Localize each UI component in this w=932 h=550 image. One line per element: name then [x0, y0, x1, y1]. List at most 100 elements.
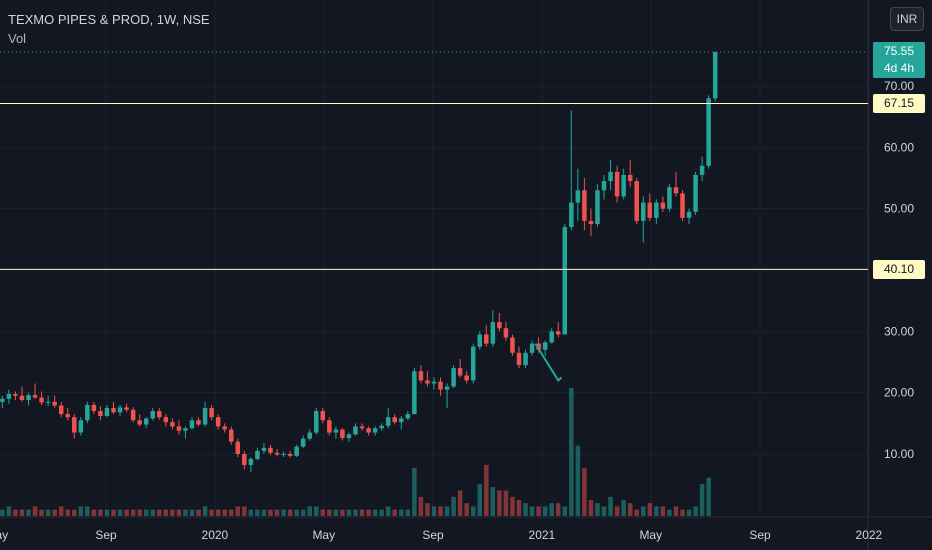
- candle-body: [405, 414, 411, 419]
- volume-bar: [470, 506, 476, 516]
- candle-body: [124, 407, 129, 410]
- candle-body: [104, 408, 110, 416]
- candle-body: [196, 420, 201, 425]
- candle-body: [667, 187, 672, 209]
- volume-bar: [268, 509, 273, 516]
- volume-bar: [647, 503, 653, 516]
- volume-bar: [621, 500, 626, 516]
- hline-price-tag-67: 67.15: [873, 94, 925, 113]
- volume-bar: [680, 509, 685, 516]
- candle-body: [503, 328, 509, 338]
- volume-bar: [32, 506, 38, 516]
- volume-bar: [137, 509, 142, 516]
- candle-body: [569, 202, 574, 228]
- volume-bar: [549, 503, 554, 516]
- candle-body: [137, 420, 142, 425]
- candle-body: [91, 404, 97, 412]
- volume-bar: [686, 509, 692, 516]
- candle-body: [235, 441, 241, 454]
- candle-body: [183, 428, 188, 431]
- volume-bar: [19, 509, 25, 516]
- x-tick-label: 2021: [529, 528, 556, 542]
- x-tick-label: 2022: [856, 528, 883, 542]
- volume-bar: [706, 477, 711, 516]
- volume-bar: [457, 490, 463, 516]
- candle-body: [497, 322, 502, 329]
- candlesticks: [0, 51, 718, 473]
- volume-bar: [405, 509, 411, 516]
- candle-body: [300, 438, 306, 447]
- candle-body: [412, 371, 417, 415]
- volume-bar: [91, 509, 97, 516]
- candle-body: [150, 411, 156, 419]
- chart-legend: TEXMO PIPES & PROD, 1W, NSE Vol: [8, 10, 210, 48]
- volume-bar: [438, 506, 443, 516]
- candle-body: [32, 395, 38, 398]
- volume-bar: [320, 509, 326, 516]
- volume-bar: [45, 509, 51, 516]
- candle-body: [39, 397, 44, 403]
- volume-bar: [222, 509, 227, 516]
- last-price-value: 75.55: [883, 44, 915, 58]
- volume-bar: [150, 509, 156, 516]
- candle-body: [333, 429, 339, 433]
- candle-body: [536, 343, 541, 350]
- volume-bar: [274, 509, 280, 516]
- bar-countdown: 4d 4h: [883, 61, 915, 75]
- volume-bar: [228, 509, 234, 516]
- volume-bar: [104, 509, 110, 516]
- candle-body: [457, 368, 463, 376]
- volume-bar: [634, 509, 639, 516]
- candle-body: [484, 334, 489, 344]
- volume-label[interactable]: Vol: [8, 31, 27, 46]
- volume-bar: [143, 509, 149, 516]
- candle-body: [516, 352, 522, 366]
- candle-body: [438, 381, 443, 390]
- candle-body: [647, 202, 653, 218]
- candle-body: [444, 386, 450, 390]
- candle-body: [72, 417, 77, 433]
- candle-body: [222, 426, 227, 430]
- y-tick-label: 30.00: [884, 324, 914, 338]
- candle-body: [588, 220, 594, 225]
- volume-bar: [340, 509, 345, 516]
- candle-body: [6, 393, 12, 399]
- candle-body: [366, 428, 371, 433]
- trend-annotation: [534, 343, 563, 382]
- candle-body: [320, 411, 326, 421]
- volume-bar: [575, 445, 581, 516]
- volume-bar: [130, 509, 136, 516]
- horizontal-lines[interactable]: [0, 51, 868, 270]
- candle-body: [202, 408, 208, 425]
- volume-bar: [693, 506, 698, 516]
- volume-bar: [588, 500, 594, 516]
- volume-bar: [542, 506, 548, 516]
- volume-bar: [189, 509, 195, 516]
- volume-bar: [124, 509, 129, 516]
- volume-bar: [353, 509, 358, 516]
- volume-bar: [26, 509, 31, 516]
- volume-bar: [699, 484, 705, 516]
- volume-bar: [379, 509, 384, 516]
- volume-bar: [431, 506, 437, 516]
- symbol-title[interactable]: TEXMO PIPES & PROD, 1W, NSE: [8, 12, 210, 27]
- candle-body: [268, 447, 273, 453]
- x-tick-label: May: [639, 528, 662, 542]
- volume-bar: [372, 509, 378, 516]
- candle-body: [510, 337, 515, 353]
- x-tick-label: Sep: [749, 528, 771, 542]
- candle-body: [19, 395, 25, 401]
- candle-body: [379, 425, 384, 429]
- candle-body: [529, 343, 535, 353]
- volume-bar: [385, 506, 391, 516]
- volume-bar: [536, 506, 541, 516]
- candle-body: [359, 426, 365, 429]
- candle-body: [78, 420, 84, 433]
- currency-button[interactable]: INR: [890, 7, 924, 31]
- volume-bar: [523, 503, 528, 516]
- volume-bar: [261, 509, 267, 516]
- volume-bar: [209, 509, 214, 516]
- volume-bar: [477, 484, 483, 516]
- candle-body: [26, 395, 31, 401]
